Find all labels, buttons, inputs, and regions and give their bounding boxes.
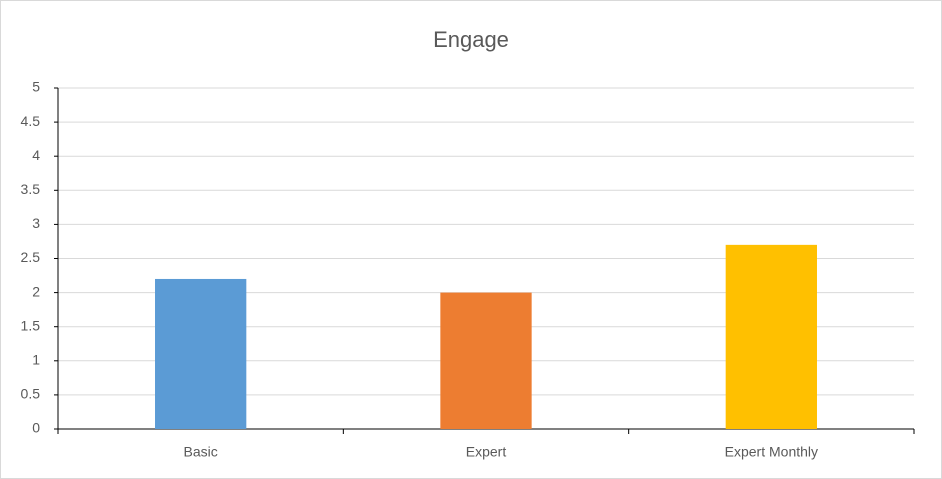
y-tick-label: 5 xyxy=(32,79,40,95)
y-tick-label: 2 xyxy=(32,283,40,299)
bar xyxy=(155,278,247,429)
x-tick-label: Basic xyxy=(184,444,218,460)
y-tick-label: 1 xyxy=(32,352,40,368)
y-tick-label: 0.5 xyxy=(21,386,41,402)
bar xyxy=(440,292,532,429)
y-tick-label: 4 xyxy=(32,147,40,163)
chart-title: Engage xyxy=(433,27,509,52)
y-tick-label: 0 xyxy=(32,420,40,436)
x-tick-label: Expert xyxy=(466,444,507,460)
y-tick-label: 3 xyxy=(32,215,40,231)
y-tick-label: 3.5 xyxy=(21,181,41,197)
y-tick-label: 4.5 xyxy=(21,113,41,129)
x-tick-label: Expert Monthly xyxy=(725,444,818,460)
y-tick-label: 2.5 xyxy=(21,249,41,265)
y-tick-label: 1.5 xyxy=(21,317,41,333)
bar xyxy=(725,244,817,429)
